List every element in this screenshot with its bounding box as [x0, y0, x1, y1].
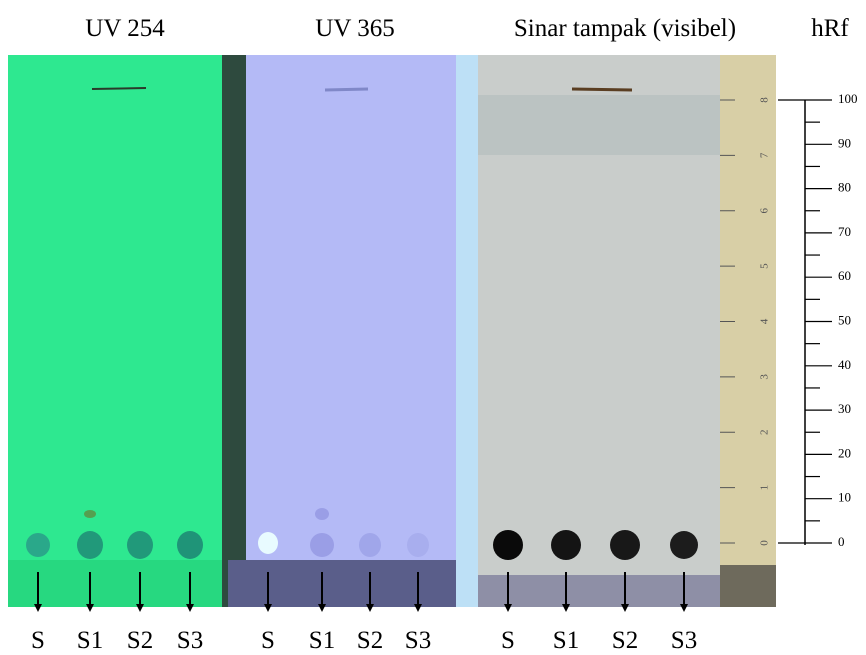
lane-label: S3	[405, 627, 431, 654]
scale-label: 60	[838, 268, 851, 283]
ruler-label: 4	[759, 318, 771, 324]
scale-label: 30	[838, 401, 851, 416]
front-line	[91, 87, 147, 90]
ruler-bottom	[720, 565, 776, 607]
scale-label: 70	[838, 224, 851, 239]
lane-label: S2	[357, 627, 383, 654]
lane-label: S1	[77, 627, 103, 654]
panel-title: UV 254	[85, 15, 165, 42]
lane-label: S	[501, 627, 515, 654]
lane-label: S	[31, 627, 45, 654]
ruler	[720, 55, 776, 607]
plate-bottom	[478, 575, 720, 607]
ruler-label: 3	[759, 374, 771, 380]
plate-bottom	[8, 560, 222, 607]
scale-label: 100	[838, 91, 858, 106]
plate-bottom	[228, 560, 456, 607]
ruler-strip	[222, 55, 246, 607]
scale-title: hRf	[811, 15, 849, 42]
ruler-label: 2	[759, 430, 771, 436]
ruler-label: 5	[759, 263, 771, 269]
plate-uv365	[246, 55, 456, 607]
lane-label: S3	[671, 627, 697, 654]
lane-label: S2	[612, 627, 638, 654]
plate-uv254	[8, 55, 222, 607]
front-line	[571, 87, 633, 92]
lane-label: S1	[553, 627, 579, 654]
ruler-label: 0	[759, 540, 771, 546]
scale-label: 40	[838, 357, 851, 372]
lane-label: S1	[309, 627, 335, 654]
scale-label: 10	[838, 490, 851, 505]
spots	[26, 508, 698, 560]
lane-label: S3	[177, 627, 203, 654]
scale-label: 80	[838, 180, 851, 195]
panel-title: Sinar tampak (visibel)	[514, 15, 736, 42]
front-line	[324, 87, 369, 92]
ruler-label: 7	[759, 152, 771, 158]
ruler-label: 8	[759, 97, 771, 103]
band	[478, 95, 720, 155]
ruler-label: 1	[759, 485, 771, 491]
ruler-strip	[456, 55, 478, 607]
scale-label: 0	[838, 534, 845, 549]
lane-label: S	[261, 627, 275, 654]
scale-label: 50	[838, 312, 851, 327]
scale-label: 90	[838, 135, 851, 150]
panel-title: UV 365	[315, 15, 394, 42]
scale-label: 20	[838, 445, 851, 460]
ruler-label: 6	[759, 208, 771, 214]
lane-label: S2	[127, 627, 153, 654]
